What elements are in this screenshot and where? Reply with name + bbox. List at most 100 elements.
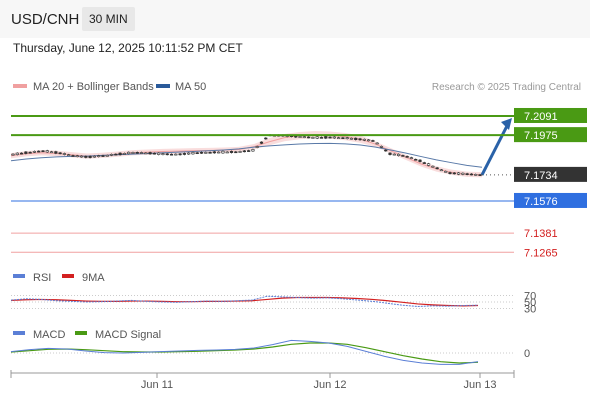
bollinger-band [11,131,482,178]
macd-tick-0: 0 [524,348,530,360]
candle-body [431,165,435,168]
macd-signal-legend-swatch [75,331,87,335]
candle-body [187,152,191,155]
candle-body [332,136,336,139]
candle-body [109,154,114,156]
candle-body [144,152,148,155]
candle-body [414,158,418,161]
candle-body [41,150,45,153]
candle-body [182,153,186,155]
macd-legend-swatch [13,331,25,335]
candle-body [259,141,264,144]
candle-body [426,163,431,166]
candle-body [58,152,62,155]
candle-body [337,137,341,139]
candle-body [311,137,315,139]
macd-line [10,339,479,365]
candle-body [15,152,19,155]
candle-body [452,172,456,175]
macd-signal-line [10,342,479,364]
candle-body [191,152,195,155]
candle-body [88,155,92,158]
candle-body [11,153,15,156]
candle-body [448,172,452,174]
candle-body [152,152,156,155]
level-label-0: 7.2091 [524,111,558,123]
candle-body [358,138,362,141]
rsi-line [10,295,479,307]
candle-body [418,159,422,162]
candle-body [401,155,405,157]
credit-text: Research © 2025 Trading Central [432,82,581,93]
candle-body [79,155,84,158]
projection-arrow [480,123,510,176]
candle-body [122,153,126,155]
candle-body [315,136,319,139]
candle-body [127,151,131,155]
candle-body [409,157,414,159]
candle-body [396,153,401,156]
candle-body [349,137,354,140]
candle-body [105,155,109,157]
candle-body [135,152,139,154]
candle-body [324,136,328,139]
candle-body [199,152,204,154]
candle-body [204,152,208,154]
candle-body [234,151,238,154]
candle-body [328,136,332,139]
candle-body [217,151,221,154]
candle-body [75,155,79,157]
level-tag-0 [514,107,587,123]
candle-body [405,156,409,158]
candle-body [131,152,135,154]
level-tag-1 [514,127,587,143]
candle-body [478,174,482,176]
candle-body [384,149,388,152]
rsi-legend-swatch [13,274,25,278]
level-label-5: 7.1265 [524,247,558,259]
candle-body [174,153,178,156]
candle-body [379,146,384,148]
rsi-ma-line [10,296,479,307]
candle-body [242,150,246,153]
rsi-ma-legend-label: 9MA [82,272,105,284]
ma20-legend-swatch [13,84,27,88]
x-tick-label-1: Jun 12 [313,379,346,391]
candle-body [251,149,255,152]
candle-body [62,153,67,155]
candle-body [354,137,358,140]
candle-body [45,150,49,153]
level-tag-2 [514,166,587,182]
candle-body [71,155,75,157]
candle-body [67,154,71,156]
level-label-1: 7.1975 [524,130,558,142]
candle-body [114,153,118,156]
candle-body [118,152,122,156]
candle-body [28,151,32,154]
macd-signal-legend-label: MACD Signal [95,329,161,341]
chart-header: USD/CNH 30 MIN [0,0,590,38]
candle-body [375,142,379,145]
candle-body [161,153,165,155]
chart-datetime: Thursday, June 12, 2025 10:11:52 PM CET [13,41,243,55]
candle-body [439,169,444,172]
ma20-legend-label: MA 20 + Bollinger Bands [33,81,154,93]
candle-body [298,136,302,138]
candle-body [255,146,259,148]
candle-body [37,150,41,153]
candle-body [157,152,161,155]
level-tag-3 [514,192,587,208]
candle-body [461,172,465,175]
projection-arrowhead [501,117,512,130]
candle-body [435,167,439,170]
ma50-legend-swatch [156,84,170,88]
candle-body [208,152,212,154]
timeframe-button[interactable]: 30 MIN [82,7,135,31]
candle-body [371,140,375,142]
rsi-tick-30: 30 [524,303,536,315]
candle-body [19,152,24,155]
candle-body [32,151,37,153]
candle-body [97,155,101,157]
